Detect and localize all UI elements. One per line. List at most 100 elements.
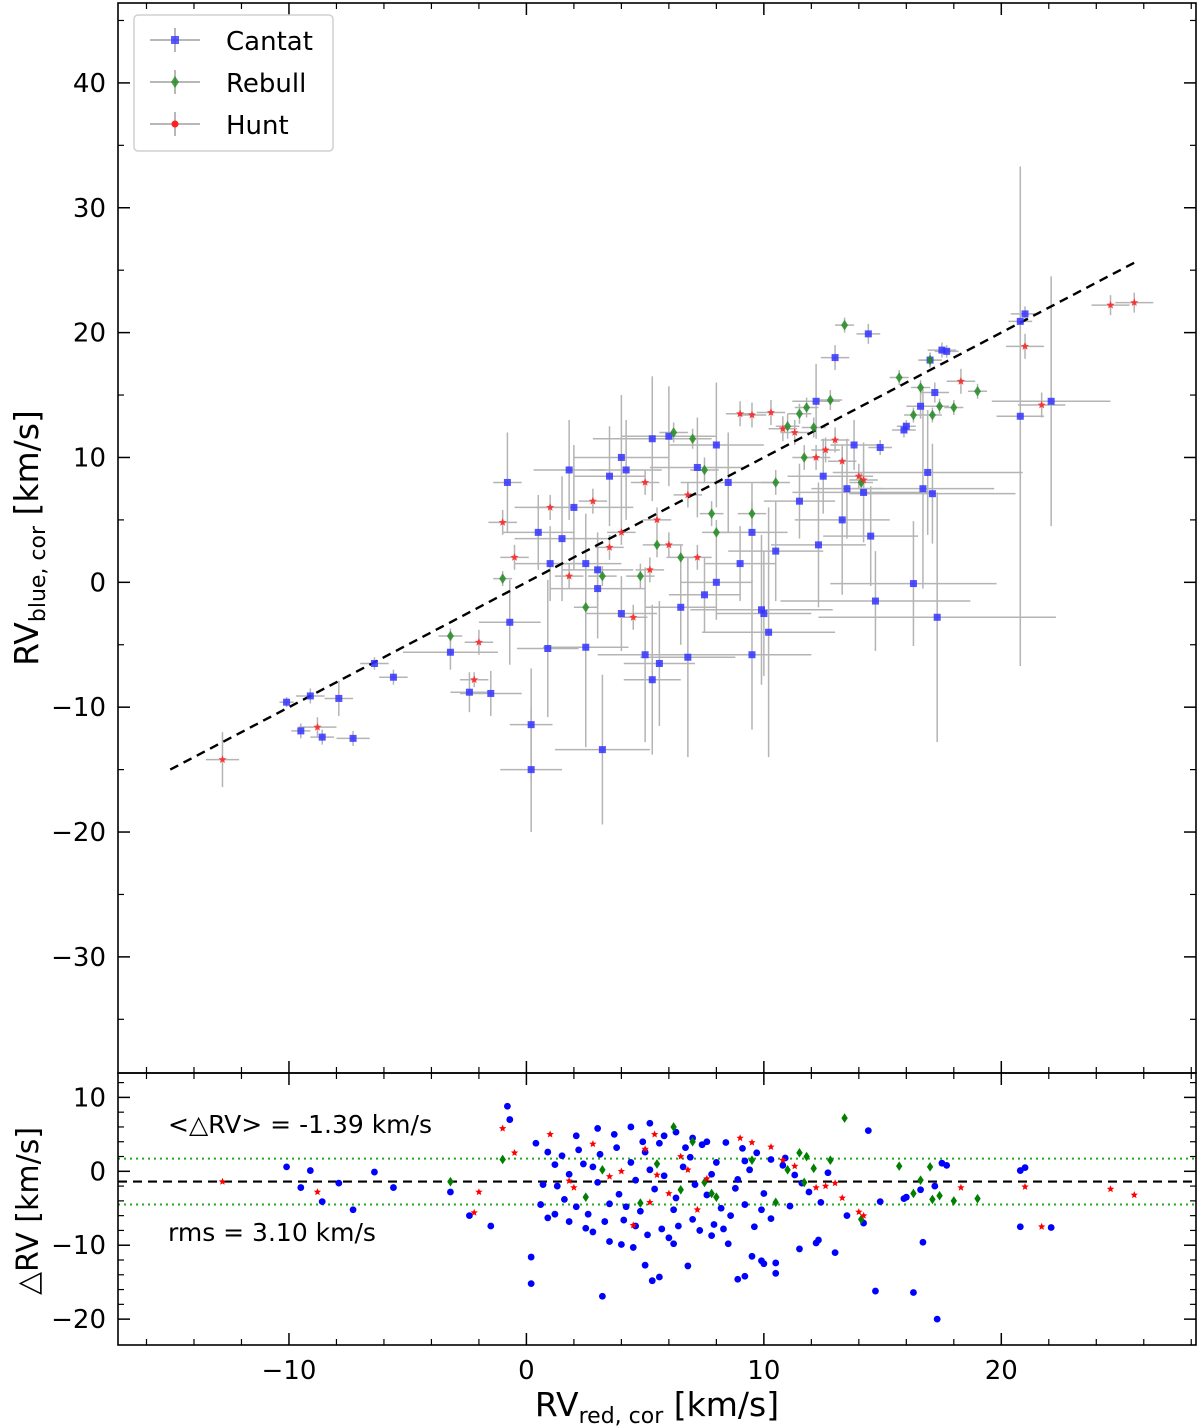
cantat-delta-point — [943, 1161, 951, 1169]
cantat-delta-point — [598, 1292, 606, 1300]
bottom-y-axis-label: △RV [km/s] — [11, 1127, 46, 1295]
x-label-sub: red, cor — [579, 1404, 665, 1426]
cantat-delta-point — [731, 1184, 739, 1192]
hunt-point — [1021, 342, 1029, 350]
cantat-delta-point — [589, 1163, 597, 1171]
cantat-delta-point — [831, 1249, 839, 1257]
cantat-point — [748, 651, 756, 659]
hunt-point — [664, 540, 673, 549]
cantat-delta-point — [741, 1157, 749, 1165]
cantat-point — [335, 694, 343, 702]
cantat-delta-point — [767, 1215, 775, 1223]
hunt-delta-point — [736, 1134, 744, 1142]
cantat-point — [318, 733, 326, 741]
cantat-point — [544, 644, 552, 652]
hunt-delta-point — [859, 1211, 868, 1219]
cantat-point — [814, 541, 822, 549]
cantat-delta-point — [665, 1234, 673, 1242]
rebull-delta-point — [599, 1165, 606, 1175]
hunt-delta-point — [703, 1174, 711, 1182]
bottom-y-tick-label: 10 — [73, 1083, 106, 1113]
legend-rebull-label: Rebull — [226, 69, 306, 99]
rebull-point — [810, 422, 818, 433]
cantat-point — [700, 591, 708, 599]
hunt-point — [683, 490, 692, 499]
hunt-delta-point — [693, 1205, 701, 1213]
rebull-point — [928, 409, 936, 421]
cantat-point — [765, 628, 773, 636]
cantat-delta-point — [712, 1159, 720, 1166]
rebull-point — [700, 464, 708, 476]
cantat-delta-point — [487, 1222, 495, 1230]
top-ticks: −30 −20 −10 0 10 20 30 40 — [51, 3, 1196, 1073]
cantat-point — [819, 472, 827, 480]
cantat-delta-point — [933, 1315, 941, 1323]
cantat-point — [594, 566, 602, 574]
hunt-point — [218, 755, 227, 763]
cantat-delta-point — [615, 1190, 623, 1198]
top-y-label-sub: blue, cor — [26, 525, 51, 622]
cantat-point — [838, 516, 846, 524]
hunt-delta-point — [313, 1188, 322, 1196]
cantat-delta-point — [919, 1238, 927, 1246]
hunt-delta-point — [1130, 1191, 1138, 1199]
hunt-delta-point — [767, 1143, 775, 1150]
hunt-delta-point — [831, 1179, 839, 1187]
cantat-delta-point — [466, 1212, 473, 1220]
cantat-point — [843, 485, 851, 493]
hunt-point — [767, 408, 775, 416]
cantat-point — [641, 651, 649, 659]
cantat-delta-point — [297, 1184, 305, 1191]
cantat-point — [1047, 397, 1055, 405]
cantat-delta-point — [689, 1215, 697, 1223]
cantat-point — [1021, 310, 1029, 318]
cantat-delta-point — [582, 1224, 590, 1232]
hunt-point — [474, 638, 483, 646]
cantat-point — [306, 692, 314, 700]
cantat-delta-point — [447, 1188, 454, 1196]
cantat-point — [876, 443, 884, 451]
cantat-delta-point — [727, 1212, 735, 1220]
hunt-point — [736, 409, 745, 418]
hunt-delta-point — [589, 1140, 597, 1148]
cantat-delta-point — [708, 1232, 716, 1240]
rebull-delta-point — [895, 1161, 903, 1171]
cantat-point — [917, 402, 925, 410]
cantat-point — [389, 673, 397, 681]
cantat-point — [677, 603, 685, 611]
top-y-label-main: RV — [7, 622, 46, 666]
rebull-point — [784, 421, 792, 432]
top-panel: −30 −20 −10 0 10 20 30 40 Cantat Rebull Hunt — [7, 2, 1197, 1074]
cantat-point — [831, 354, 839, 362]
cantat-delta-point — [750, 1223, 758, 1231]
legend: Cantat Rebull Hunt — [133, 14, 334, 152]
cantat-delta-point — [606, 1200, 613, 1208]
mean-annotation: <△RV> = -1.39 km/s — [168, 1110, 432, 1139]
legend-entry-cantat: Cantat — [150, 27, 313, 57]
top-y-tick-label: 40 — [73, 69, 106, 99]
cantat-point — [527, 766, 535, 774]
cantat-delta-point — [584, 1210, 592, 1218]
cantat-point — [943, 347, 951, 355]
hunt-delta-point — [617, 1167, 625, 1175]
cantat-point — [648, 676, 656, 684]
cantat-delta-point — [791, 1171, 799, 1179]
cantat-delta-point — [371, 1168, 378, 1176]
hunt-delta-point — [646, 1198, 654, 1206]
cantat-delta-point — [553, 1182, 561, 1190]
cantat-point — [850, 441, 858, 449]
hunt-point — [812, 453, 821, 461]
hunt-delta-point — [475, 1188, 483, 1196]
cantat-delta-point — [335, 1179, 343, 1187]
rebull-delta-point — [910, 1188, 917, 1199]
cantat-point — [665, 432, 673, 440]
hunt-delta-point — [1106, 1185, 1115, 1193]
hunt-delta-point — [218, 1177, 227, 1185]
cantat-point — [297, 727, 305, 735]
bottom-y-tick-label: 0 — [89, 1157, 106, 1187]
cantat-delta-point — [390, 1184, 397, 1191]
legend-cantat-label: Cantat — [226, 27, 313, 57]
cantat-delta-point — [1016, 1223, 1024, 1231]
cantat-point — [465, 688, 473, 696]
hunt-delta-point — [510, 1149, 519, 1156]
